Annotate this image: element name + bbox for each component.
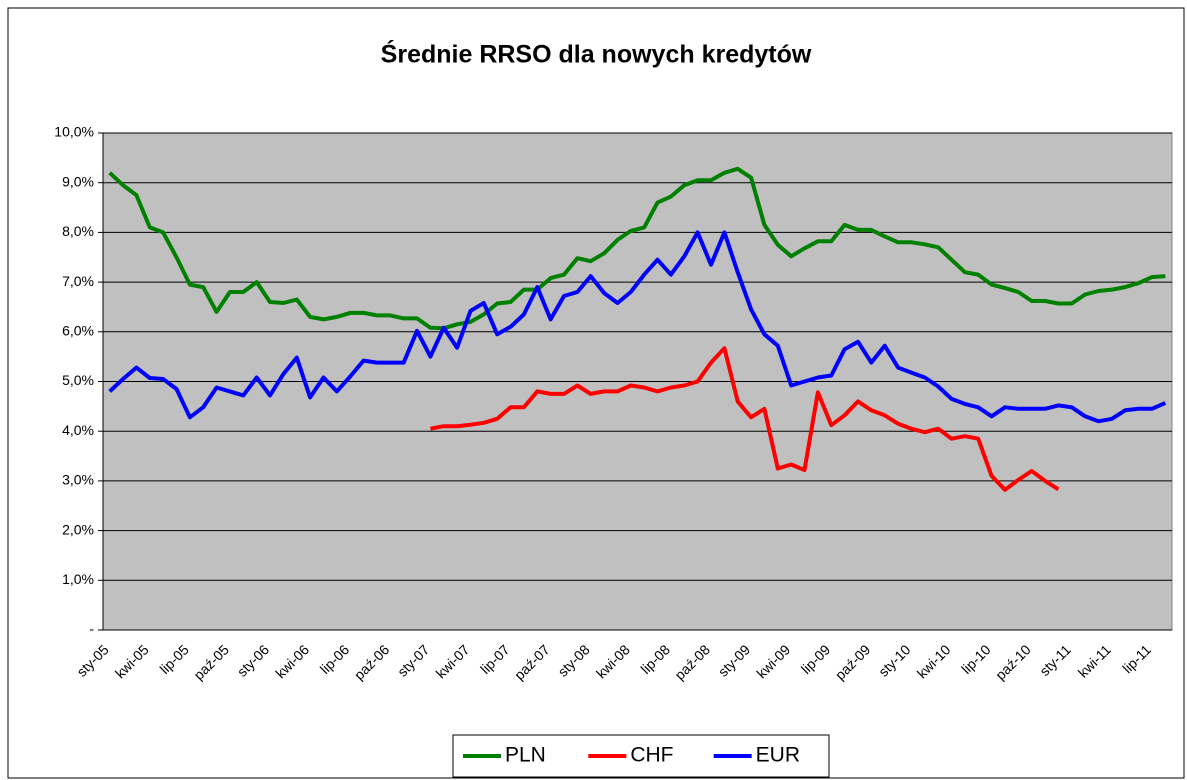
- legend-label: PLN: [505, 744, 546, 767]
- line: [108, 166, 1166, 331]
- line: [430, 346, 1060, 492]
- y-tick-label: 7,0%: [62, 273, 94, 289]
- y-tick-label: 4,0%: [62, 422, 94, 438]
- legend-box: [452, 734, 830, 778]
- legend-label: EUR: [756, 744, 800, 767]
- legend-label: CHF: [630, 744, 673, 767]
- y-tick-label: 2,0%: [62, 521, 94, 537]
- y-tick-label: 6,0%: [62, 323, 94, 339]
- y-tick-label: 1,0%: [62, 571, 94, 587]
- chart-title: Średnie RRSO dla nowych kredytów: [381, 39, 812, 69]
- y-tick-label: 5,0%: [62, 372, 94, 388]
- y-tick-label: 9,0%: [62, 173, 94, 189]
- y-tick-label: -: [89, 621, 94, 637]
- y-tick-label: 10,0%: [54, 124, 94, 140]
- line: [108, 230, 1167, 424]
- y-tick-label: 3,0%: [62, 472, 94, 488]
- y-tick-label: 8,0%: [62, 223, 94, 239]
